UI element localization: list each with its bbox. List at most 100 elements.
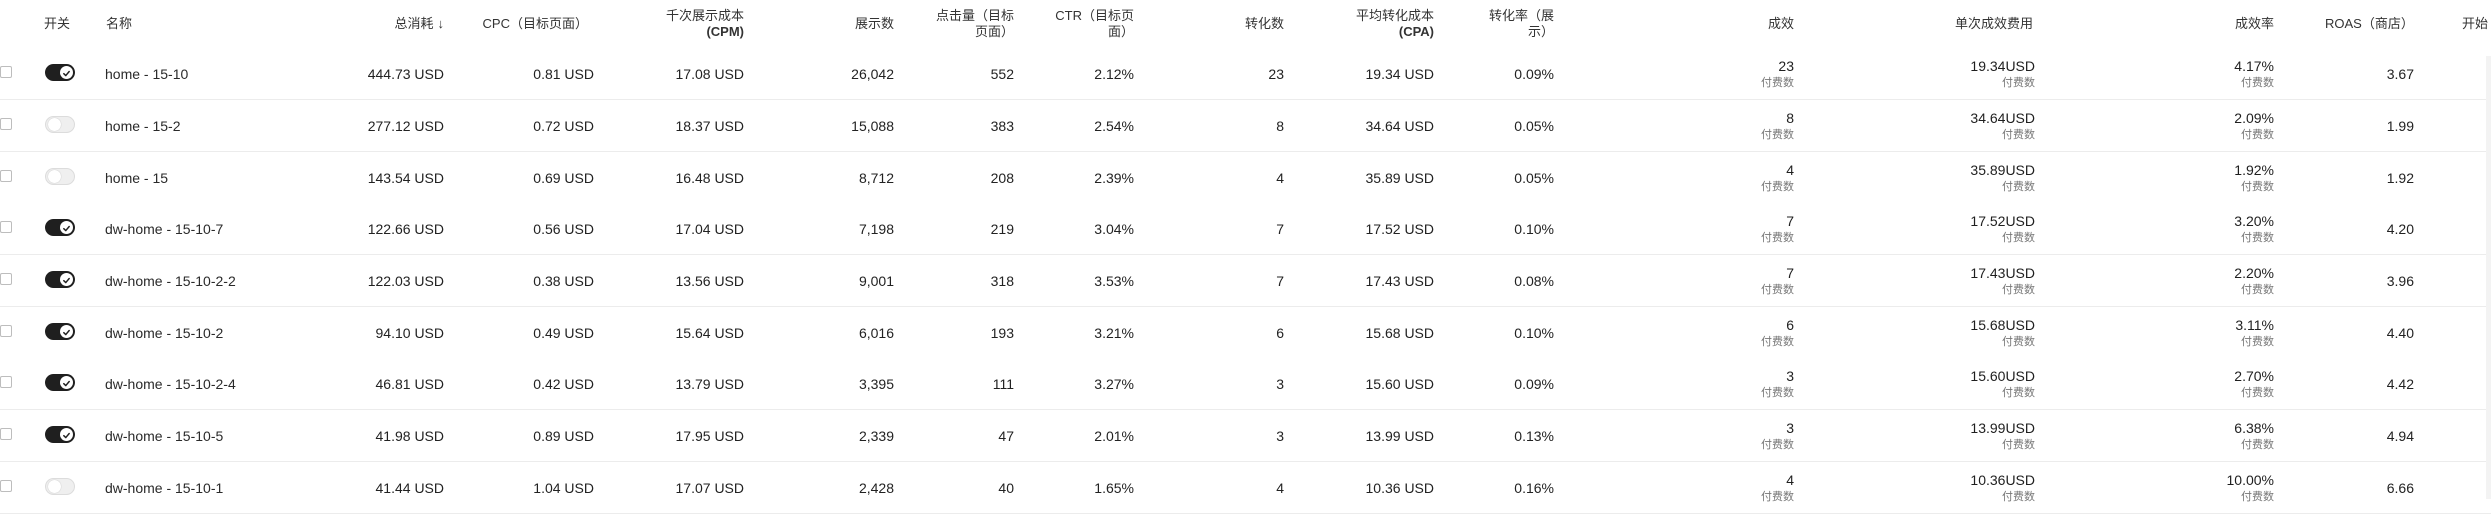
table-row[interactable]: home - 15-2 277.12 USD 0.72 USD 18.37 USD 15… <box>0 100 2491 152</box>
header-cost-per-result[interactable]: 单次成效费用 <box>1955 16 2034 31</box>
clicks-value: 47 <box>998 427 1014 444</box>
status-toggle[interactable] <box>45 64 75 81</box>
cpc-value: 0.42 USD <box>533 375 594 392</box>
result-rate-sub: 付费数 <box>2241 336 2274 348</box>
cost-per-result-value: 34.64USD <box>1970 110 2035 126</box>
ctr-value: 2.54% <box>1094 117 1134 134</box>
status-toggle[interactable] <box>45 374 75 391</box>
table-row[interactable]: dw-home - 15-10-7 122.66 USD 0.56 USD 17.04… <box>0 203 2491 255</box>
status-toggle[interactable] <box>45 271 75 288</box>
check-icon <box>62 220 71 236</box>
result-rate-value: 2.20% <box>2234 265 2274 281</box>
result-rate-value: 2.70% <box>2234 368 2274 384</box>
results-cell: 8 付费数 <box>1700 109 1794 145</box>
row-checkbox[interactable] <box>0 428 12 440</box>
status-toggle[interactable] <box>45 168 75 185</box>
ctr-value: 3.21% <box>1094 324 1134 341</box>
table-row[interactable]: dw-home - 15-10-5 41.98 USD 0.89 USD 17.95 … <box>0 410 2491 462</box>
campaign-name-link[interactable]: home - 15-10 <box>105 65 189 82</box>
spend-value: 46.81 USD <box>375 375 444 392</box>
row-checkbox[interactable] <box>0 221 12 233</box>
table-header: 开关 名称 总消耗 ↓ CPC（目标页面） 千次展示成本 (CPM) 展示数 点… <box>0 0 2491 49</box>
cost-per-result-cell: 10.36USD 付费数 <box>1915 471 2035 507</box>
campaign-name-link[interactable]: home - 15-2 <box>105 117 181 134</box>
header-cpm[interactable]: 千次展示成本 (CPM) <box>600 0 744 48</box>
results-cell: 3 付费数 <box>1700 419 1794 455</box>
result-rate-sub: 付费数 <box>2241 232 2274 244</box>
impressions-value: 2,428 <box>858 479 894 496</box>
table-row[interactable]: dw-home - 15-10-2 94.10 USD 0.49 USD 15.64 … <box>0 307 2491 359</box>
header-roas[interactable]: ROAS（商店） <box>2325 16 2414 31</box>
result-rate-cell: 3.11% 付费数 <box>2180 316 2274 352</box>
row-checkbox[interactable] <box>0 170 12 182</box>
row-checkbox[interactable] <box>0 66 12 78</box>
status-toggle[interactable] <box>45 323 75 340</box>
header-clicks[interactable]: 点击量（目标 页面） <box>920 0 1014 48</box>
table-row[interactable]: dw-home - 15-10-2-2 122.03 USD 0.38 USD 13.… <box>0 255 2491 307</box>
header-conversions[interactable]: 转化数 <box>1244 16 1284 31</box>
table-row[interactable]: home - 15 143.54 USD 0.69 USD 16.48 USD 8,71… <box>0 152 2491 204</box>
row-checkbox[interactable] <box>0 273 12 285</box>
row-checkbox[interactable] <box>0 118 12 130</box>
impressions-value: 3,395 <box>858 375 894 392</box>
campaign-name-link[interactable]: home - 15 <box>105 169 169 186</box>
roas-value: 4.20 <box>2386 220 2414 237</box>
results-cell: 7 付费数 <box>1700 212 1794 248</box>
results-sub: 付费数 <box>1761 129 1794 141</box>
header-results[interactable]: 成效 <box>1767 16 1794 31</box>
table-row[interactable]: dw-home - 15-10-2-4 46.81 USD 0.42 USD 13.7… <box>0 358 2491 410</box>
cost-per-result-sub: 付费数 <box>2002 439 2035 451</box>
campaign-name-link[interactable]: dw-home - 15-10-2-2 <box>105 272 236 289</box>
cvr-value: 0.13% <box>1514 427 1554 444</box>
header-impressions[interactable]: 展示数 <box>854 16 894 31</box>
header-ctr[interactable]: CTR（目标页 面） <box>1040 0 1134 48</box>
result-rate-sub: 付费数 <box>2241 181 2274 193</box>
row-checkbox[interactable] <box>0 325 12 337</box>
cost-per-result-value: 35.89USD <box>1970 162 2035 178</box>
vertical-scrollbar[interactable] <box>2486 56 2491 499</box>
cvr-value: 0.09% <box>1514 375 1554 392</box>
impressions-value: 9,001 <box>858 272 894 289</box>
cost-per-result-value: 17.43USD <box>1970 265 2035 281</box>
header-name[interactable]: 名称 <box>106 16 133 31</box>
header-cpa-line1: 平均转化成本 <box>1355 8 1434 23</box>
header-start[interactable]: 开始 <box>2462 16 2489 31</box>
cpm-value: 16.48 USD <box>675 169 744 186</box>
cvr-value: 0.09% <box>1514 65 1554 82</box>
ctr-value: 3.04% <box>1094 220 1134 237</box>
campaign-name-link[interactable]: dw-home - 15-10-7 <box>105 220 224 237</box>
status-toggle[interactable] <box>45 426 75 443</box>
campaign-name-link[interactable]: dw-home - 15-10-2-4 <box>105 375 236 392</box>
campaign-name-link[interactable]: dw-home - 15-10-2 <box>105 324 224 341</box>
roas-value: 4.94 <box>2386 427 2414 444</box>
row-checkbox[interactable] <box>0 376 12 388</box>
status-toggle[interactable] <box>45 219 75 236</box>
result-rate-value: 1.92% <box>2234 162 2274 178</box>
table-row[interactable]: home - 15-10 444.73 USD 0.81 USD 17.08 USD 2… <box>0 48 2491 100</box>
header-spend[interactable]: 总消耗 ↓ <box>340 0 444 48</box>
header-cvr-line1: 转化率（展 <box>1488 8 1554 23</box>
header-toggle[interactable]: 开关 <box>44 16 71 31</box>
row-checkbox[interactable] <box>0 480 12 492</box>
ctr-value: 1.65% <box>1094 479 1134 496</box>
campaign-name-link[interactable]: dw-home - 15-10-5 <box>105 427 224 444</box>
cpm-value: 13.56 USD <box>675 272 744 289</box>
results-value: 7 <box>1786 213 1794 229</box>
impressions-value: 6,016 <box>858 324 894 341</box>
campaign-name-link[interactable]: dw-home - 15-10-1 <box>105 479 224 496</box>
header-cvr[interactable]: 转化率（展 示） <box>1470 0 1554 48</box>
cost-per-result-cell: 35.89USD 付费数 <box>1915 161 2035 197</box>
results-cell: 3 付费数 <box>1700 367 1794 403</box>
header-cpc[interactable]: CPC（目标页面） <box>482 16 588 31</box>
ctr-value: 2.39% <box>1094 169 1134 186</box>
results-value: 7 <box>1786 265 1794 281</box>
cost-per-result-value: 15.68USD <box>1970 317 2035 333</box>
header-cpm-line2: (CPM) <box>706 24 744 39</box>
conversions-value: 3 <box>1276 375 1284 392</box>
status-toggle[interactable] <box>45 478 75 495</box>
header-result-rate[interactable]: 成效率 <box>2234 16 2274 31</box>
spend-value: 94.10 USD <box>375 324 444 341</box>
header-cpa[interactable]: 平均转化成本 (CPA) <box>1320 0 1434 48</box>
table-row[interactable]: dw-home - 15-10-1 41.44 USD 1.04 USD 17.07 … <box>0 462 2491 514</box>
status-toggle[interactable] <box>45 116 75 133</box>
